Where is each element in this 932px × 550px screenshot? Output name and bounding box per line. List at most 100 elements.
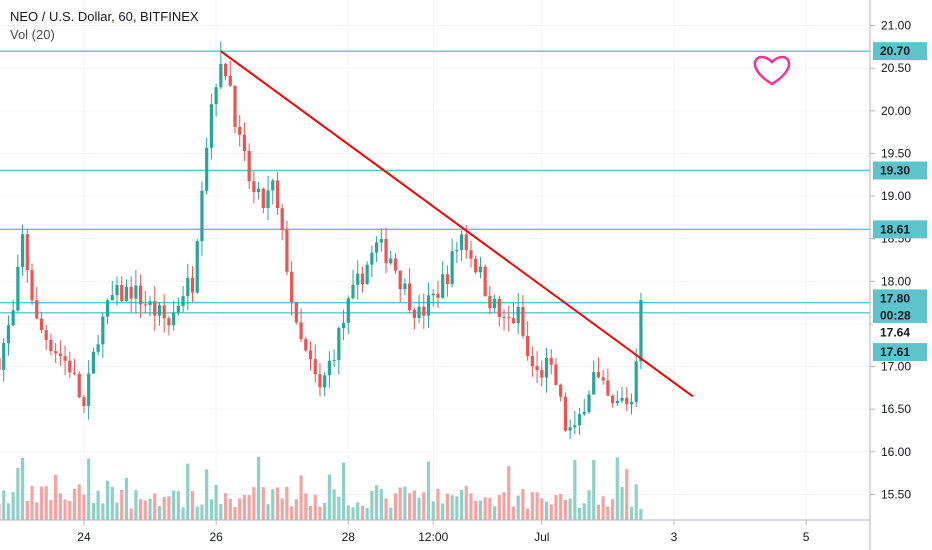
- volume-bar: [139, 499, 143, 520]
- candle-body: [143, 304, 147, 306]
- volume-bar: [105, 480, 110, 520]
- candle-body: [634, 361, 638, 402]
- candle-body: [611, 395, 615, 404]
- y-tick-label: 19.00: [881, 189, 911, 203]
- volume-bar: [200, 504, 204, 520]
- volume-bar: [549, 504, 553, 520]
- x-tick-label: 12:00: [418, 530, 448, 544]
- y-axis-ticks: 15.5016.0016.5017.0017.5018.0018.5019.00…: [870, 19, 911, 501]
- candle-body: [629, 401, 634, 405]
- candle-body: [2, 343, 6, 370]
- volume-bar: [379, 489, 383, 520]
- volume-bar: [167, 496, 171, 520]
- candle-body: [459, 234, 464, 250]
- volume-bar: [577, 507, 582, 520]
- volume-bar: [436, 488, 440, 520]
- price-tag-label: 19.30: [880, 163, 910, 177]
- volume-bar: [257, 456, 261, 520]
- volume-bar: [601, 496, 605, 520]
- candle-body: [587, 394, 591, 412]
- candle-body: [275, 180, 280, 209]
- volume-bar: [629, 506, 634, 520]
- candle-body: [35, 300, 39, 319]
- volume-bar: [242, 494, 247, 520]
- candle-body: [365, 264, 369, 285]
- volume-bar: [143, 500, 147, 520]
- candle-body: [606, 380, 610, 396]
- volume-bar: [337, 496, 341, 520]
- volume-bar: [120, 490, 124, 520]
- volume-bar: [606, 506, 610, 520]
- volume-bar: [124, 477, 129, 520]
- candle-body: [493, 298, 497, 309]
- candle-body: [521, 306, 525, 336]
- trendline[interactable]: [220, 50, 694, 398]
- candle-body: [412, 310, 416, 319]
- volume-bar: [384, 498, 388, 520]
- candle-body: [332, 360, 336, 362]
- candle-body: [63, 356, 67, 361]
- candle-body: [157, 305, 162, 316]
- volume-bar: [398, 487, 402, 520]
- candle-body: [436, 293, 440, 298]
- candle-body: [176, 306, 180, 313]
- trendline-segment[interactable]: [220, 50, 694, 398]
- volume-bars: [0, 456, 643, 520]
- volume-bar: [228, 498, 232, 520]
- candle-body: [431, 293, 435, 296]
- volume-bar: [412, 490, 416, 520]
- volume-bar: [49, 500, 53, 520]
- volume-bar: [535, 492, 539, 520]
- axes: [0, 0, 871, 550]
- volume-indicator-label[interactable]: Vol (20): [10, 27, 55, 42]
- volume-bar: [445, 493, 449, 520]
- candle-body: [497, 298, 501, 317]
- candle-body: [384, 239, 388, 264]
- candle-body: [445, 274, 449, 285]
- volume-bar: [16, 467, 20, 520]
- heart-shape: [753, 55, 791, 86]
- candle-body: [544, 357, 549, 378]
- volume-bar: [72, 488, 77, 520]
- candle-body: [568, 427, 572, 431]
- volume-bar: [493, 506, 497, 520]
- volume-bar: [275, 487, 280, 520]
- candle-body: [247, 150, 251, 182]
- volume-bar: [417, 497, 421, 520]
- volume-bar: [219, 504, 223, 520]
- price-tag-label: 17.64: [880, 325, 910, 339]
- candle-body: [393, 258, 398, 271]
- candle-body: [271, 180, 275, 191]
- volume-bar: [639, 508, 643, 520]
- candle-body: [540, 370, 544, 378]
- volume-bar: [554, 495, 558, 520]
- volume-bar: [459, 489, 464, 520]
- candle-body: [162, 305, 166, 319]
- x-axis-ticks: 24 26 28 12:00 Jul 3 5: [77, 520, 810, 544]
- volume-bar: [271, 489, 275, 520]
- candle-body: [290, 271, 294, 303]
- volume-bar: [35, 502, 39, 520]
- volume-bar: [375, 485, 379, 520]
- candle-body: [559, 384, 563, 397]
- candle-body: [148, 301, 152, 305]
- volume-bar: [441, 503, 445, 520]
- candle-body: [233, 85, 237, 127]
- candle-body: [120, 285, 124, 302]
- volume-bar: [0, 504, 1, 520]
- candle-body: [455, 249, 459, 252]
- candle-body: [313, 359, 317, 375]
- candle-body: [341, 322, 346, 329]
- volume-bar: [365, 508, 369, 520]
- candle-body: [299, 322, 303, 340]
- symbol-title[interactable]: NEO / U.S. Dollar, 60, BITFINEX: [10, 9, 199, 24]
- volume-bar: [190, 491, 195, 520]
- volume-bar: [478, 500, 483, 520]
- volume-bar: [625, 469, 629, 520]
- x-tick-label: 5: [803, 530, 810, 544]
- candle-body: [549, 357, 553, 365]
- volume-bar: [393, 493, 398, 520]
- volume-bar: [110, 486, 114, 520]
- y-tick-label: 16.50: [881, 402, 911, 416]
